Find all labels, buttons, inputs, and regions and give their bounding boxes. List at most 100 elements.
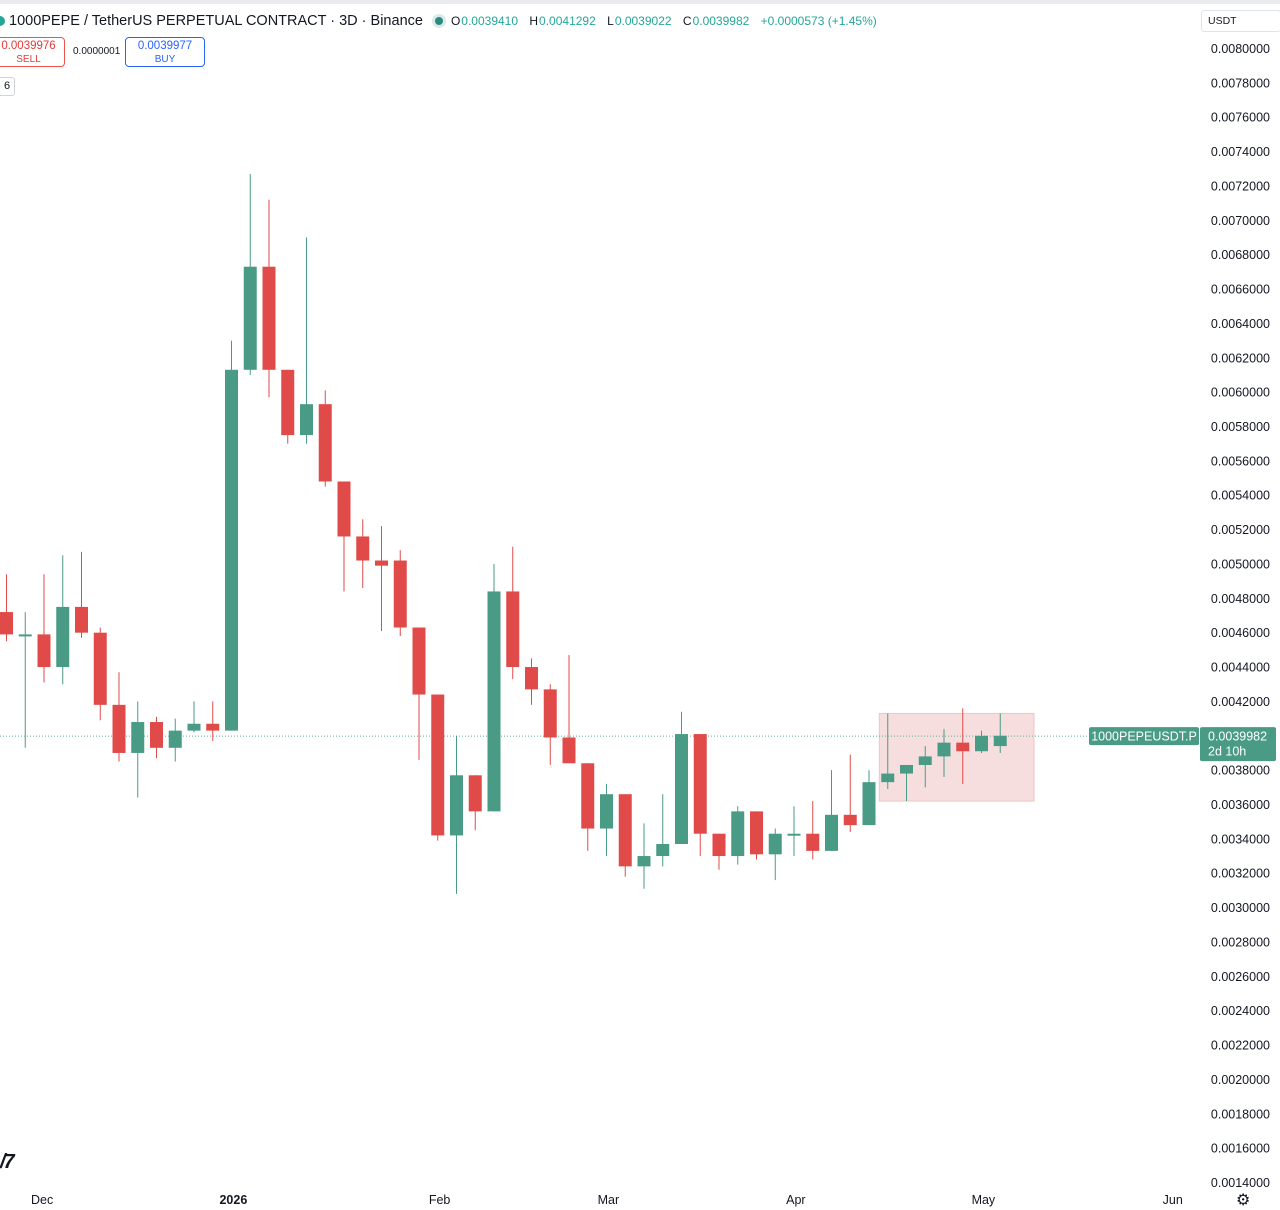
buy-label: BUY: [154, 54, 176, 65]
candle-body: [618, 794, 632, 867]
y-tick-label: 0.0022000: [1211, 1039, 1270, 1053]
y-tick-label: 0.0024000: [1211, 1004, 1270, 1018]
candle-body: [93, 632, 107, 705]
candle-body: [262, 266, 276, 370]
candle-body: [993, 735, 1007, 747]
x-tick-label: Feb: [429, 1193, 451, 1207]
candle-body: [487, 591, 501, 812]
candle-countdown: 2d 10h: [1208, 745, 1246, 759]
sell-button[interactable]: 0.0039976 SELL: [0, 37, 65, 67]
candle-body: [862, 782, 876, 826]
market-status-icon[interactable]: [434, 17, 443, 25]
y-tick-label: 0.0074000: [1211, 145, 1270, 159]
last-price-value: 0.0039982: [1208, 730, 1267, 744]
indicator-count-tag[interactable]: 6: [0, 77, 15, 96]
candle-body: [900, 764, 913, 774]
x-tick-label: Mar: [598, 1193, 620, 1207]
candle-body: [656, 844, 670, 857]
x-tick-label: Dec: [31, 1193, 53, 1207]
high-value: 0.0041292: [539, 14, 596, 28]
candle-body: [131, 722, 145, 753]
low-label: L: [607, 14, 614, 28]
spread-value: 0.0000001: [73, 46, 121, 57]
y-tick-label: 0.0054000: [1211, 489, 1270, 503]
open-label: O: [450, 14, 461, 28]
candle-body: [712, 833, 726, 857]
low-value: 0.0039022: [614, 14, 672, 28]
y-tick-label: 0.0078000: [1211, 76, 1270, 90]
candle-body: [675, 734, 688, 845]
close-label: C: [682, 14, 692, 28]
y-tick-label: 0.0060000: [1211, 386, 1270, 400]
candle-body: [693, 734, 707, 834]
candle-body: [637, 856, 651, 867]
y-tick-label: 0.0072000: [1211, 179, 1270, 193]
y-tick-label: 0.0064000: [1211, 317, 1270, 331]
candle-body: [600, 794, 613, 829]
candle-body: [37, 634, 51, 668]
y-tick-label: 0.0046000: [1211, 626, 1270, 640]
candle-body: [412, 627, 426, 695]
candle-body: [843, 814, 857, 826]
candle-body: [318, 404, 332, 482]
x-tick-label: Jun: [1163, 1193, 1183, 1207]
y-tick-label: 0.0018000: [1211, 1107, 1270, 1121]
candle-body: [937, 742, 951, 757]
y-tick-label: 0.0034000: [1211, 832, 1270, 846]
ohlc-readout: O0.0039410 H0.0041292 L0.0039022 C0.0039…: [451, 14, 885, 28]
candle-body: [918, 756, 932, 765]
y-tick-label: 0.0036000: [1211, 798, 1270, 812]
gear-icon[interactable]: ⚙: [1236, 1192, 1251, 1209]
candle-body: [56, 606, 70, 668]
chart-header: 1000PEPE / TetherUS PERPETUAL CONTRACT ·…: [0, 10, 885, 32]
candle-body: [731, 811, 745, 857]
y-tick-label: 0.0052000: [1211, 523, 1270, 537]
candle-body: [525, 667, 538, 690]
y-tick-label: 0.0062000: [1211, 351, 1270, 365]
tradingview-logo-icon[interactable]: /7: [0, 1151, 15, 1173]
y-tick-label: 0.0068000: [1211, 248, 1270, 262]
high-label: H: [529, 14, 539, 28]
y-tick-label: 0.0014000: [1211, 1176, 1270, 1190]
candle-body: [337, 481, 351, 537]
x-tick-label: May: [972, 1193, 996, 1207]
candle-body: [825, 814, 838, 851]
top-border: [0, 0, 1280, 4]
y-tick-label: 0.0038000: [1211, 764, 1270, 778]
candle-body: [0, 612, 13, 635]
candle-body: [750, 811, 763, 855]
chart-title[interactable]: 1000PEPE / TetherUS PERPETUAL CONTRACT ·…: [9, 13, 423, 29]
candle-body: [112, 704, 126, 753]
y-tick-label: 0.0016000: [1211, 1142, 1270, 1156]
candle-body: [356, 536, 370, 561]
candle-body: [881, 773, 895, 783]
buy-button[interactable]: 0.0039977 BUY: [125, 37, 205, 67]
symbol-price-tag: [1089, 727, 1199, 746]
y-tick-label: 0.0020000: [1211, 1073, 1270, 1087]
candle-body: [787, 833, 801, 836]
close-value: 0.0039982: [692, 14, 750, 28]
range-highlight-box: [878, 712, 1035, 802]
candle-body: [206, 723, 220, 731]
candle-body: [168, 730, 182, 748]
y-tick-label: 0.0058000: [1211, 420, 1270, 434]
candle-body: [300, 404, 313, 436]
candle-body: [468, 775, 482, 812]
sell-price: 0.0039976: [1, 40, 56, 52]
currency-selector[interactable]: USDT: [1201, 10, 1280, 32]
candle-body: [18, 634, 32, 637]
y-tick-label: 0.0080000: [1211, 42, 1270, 56]
candle-body: [562, 737, 576, 764]
y-tick-label: 0.0026000: [1211, 970, 1270, 984]
candle-body: [150, 722, 163, 748]
candle-body: [187, 723, 201, 731]
y-tick-label: 0.0050000: [1211, 557, 1270, 571]
sell-label: SELL: [16, 54, 41, 65]
candle-body: [543, 689, 557, 738]
candle-body: [581, 763, 595, 829]
candle-body: [806, 833, 820, 851]
candle-body: [225, 369, 238, 731]
y-tick-label: 0.0076000: [1211, 111, 1270, 125]
change-value: +0.0000573 (+1.45%): [760, 14, 877, 28]
